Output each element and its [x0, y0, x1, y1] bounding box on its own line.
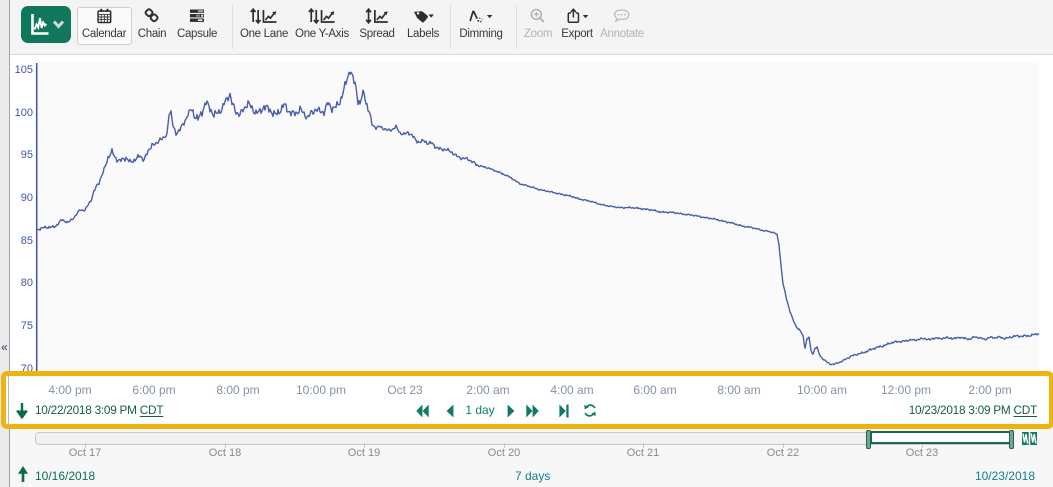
svg-text:90: 90: [21, 192, 33, 204]
svg-text:75: 75: [21, 320, 33, 332]
svg-text:100: 100: [15, 107, 33, 119]
svg-text:105: 105: [15, 64, 33, 76]
svg-text:85: 85: [21, 235, 33, 247]
svg-text:80: 80: [21, 277, 33, 289]
svg-text:95: 95: [21, 149, 33, 161]
